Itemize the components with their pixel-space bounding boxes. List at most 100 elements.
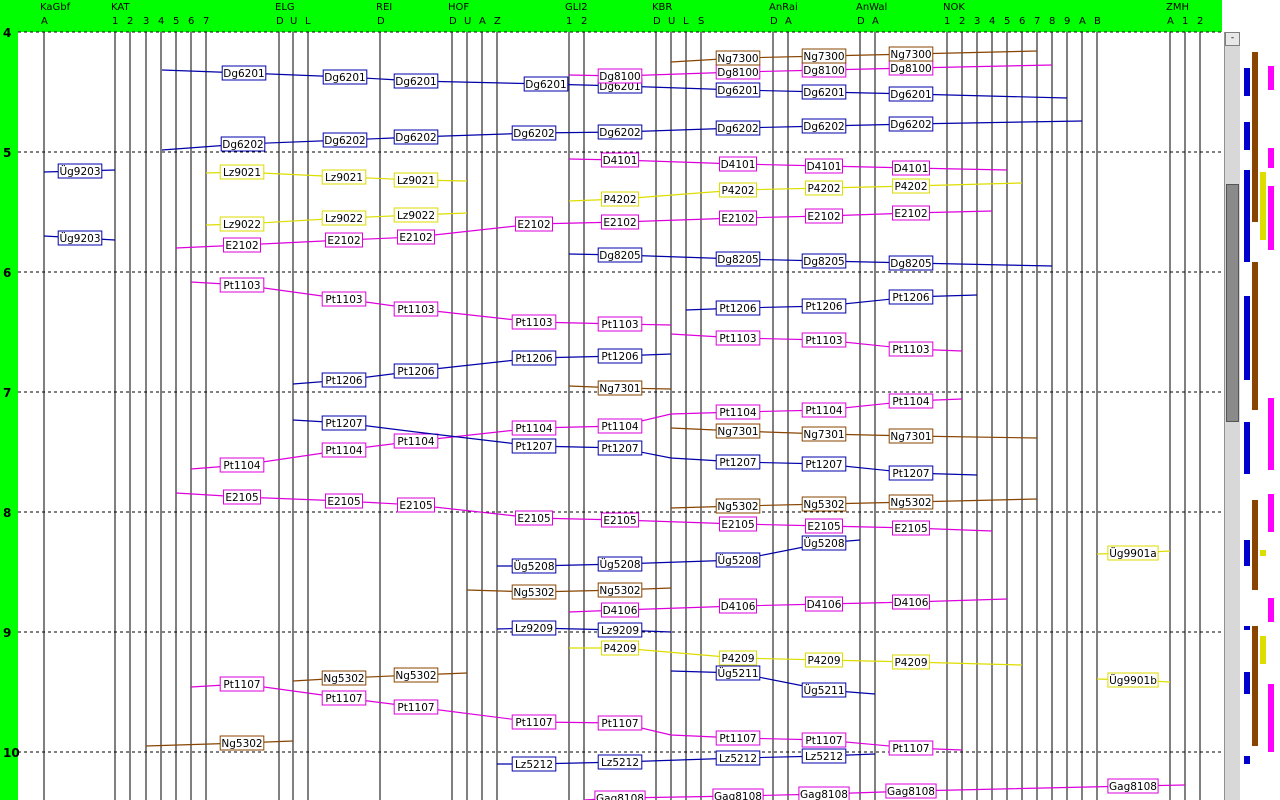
train-label-box[interactable] — [801, 456, 847, 472]
train-label-box[interactable] — [715, 300, 761, 316]
train-path[interactable]: Dg6201 Dg6201 Dg6201 Dg6201 Dg6201 Dg6201 Dg62… — [161, 65, 1068, 102]
train-path[interactable]: Üg9203 — [43, 163, 116, 179]
train-label-box[interactable] — [597, 68, 643, 84]
train-label-box[interactable] — [511, 350, 557, 366]
train-number[interactable]: Pt1206 — [397, 366, 434, 378]
train-label-box[interactable] — [397, 229, 435, 245]
train-label-box[interactable] — [393, 433, 439, 449]
train-path[interactable]: Lz9022 Lz9022 Lz9022 — [205, 207, 468, 232]
train-number[interactable]: Pt1104 — [892, 396, 929, 408]
train-number[interactable]: Dg8205 — [717, 254, 758, 266]
train-number[interactable]: Gag8108 — [714, 791, 762, 800]
train-label-box[interactable] — [1107, 778, 1159, 794]
train-path[interactable]: Üg9203 — [43, 230, 116, 246]
train-number[interactable]: Dg6202 — [599, 127, 640, 139]
train-number[interactable]: Dg6201 — [717, 85, 758, 97]
train-path[interactable]: Üg5208 Üg5208 Üg5208 Üg5208 — [497, 535, 861, 574]
train-path[interactable]: Pt1104 Pt1104 Pt1104 Pt1104 Pt1104 Pt1104 Pt11… — [190, 393, 963, 473]
train-label-box[interactable] — [888, 341, 934, 357]
train-label-box[interactable] — [715, 498, 761, 514]
train-label-box[interactable] — [523, 76, 569, 92]
train-label-box[interactable] — [597, 715, 643, 731]
train-label-box[interactable] — [801, 253, 847, 269]
train-number[interactable]: Pt1103 — [805, 335, 842, 347]
train-number[interactable]: Ng5302 — [803, 499, 844, 511]
train-number[interactable]: E2105 — [721, 519, 754, 531]
train-number[interactable]: Lz5212 — [719, 753, 757, 765]
train-label-box[interactable] — [885, 783, 937, 799]
train-number[interactable]: Ng5302 — [323, 673, 364, 685]
train-label-box[interactable] — [597, 582, 643, 598]
train-path[interactable]: P4209 P4209 P4209 P4209 — [569, 640, 1023, 670]
train-path[interactable]: Pt1107 Pt1107 Pt1107 Pt1107 Pt1107 Pt1107 Pt11… — [190, 676, 963, 756]
train-label-box[interactable] — [393, 301, 439, 317]
train-label-box[interactable] — [223, 489, 261, 505]
train-label-box[interactable] — [219, 216, 265, 232]
station-name-4[interactable]: HOF — [448, 2, 469, 13]
train-number[interactable]: Ng5302 — [717, 501, 758, 513]
train-number[interactable]: Pt1207 — [601, 443, 638, 455]
train-label-box[interactable] — [219, 457, 265, 473]
train-number[interactable]: Dg6201 — [599, 81, 640, 93]
train-number[interactable]: P4209 — [807, 655, 840, 667]
train-label-box[interactable] — [397, 497, 435, 513]
train-label-box[interactable] — [892, 160, 930, 176]
train-number[interactable]: Ng7301 — [717, 426, 758, 438]
train-label-box[interactable] — [801, 535, 847, 551]
train-label-box[interactable] — [801, 298, 847, 314]
train-number[interactable]: P4202 — [603, 194, 636, 206]
train-label-box[interactable] — [322, 69, 368, 85]
train-label-box[interactable] — [511, 558, 557, 574]
train-label-box[interactable] — [1107, 672, 1159, 688]
train-number[interactable]: Dg8100 — [717, 67, 758, 79]
train-number[interactable]: Pt1103 — [601, 319, 638, 331]
train-number[interactable]: Pt1104 — [397, 436, 434, 448]
train-label-box[interactable] — [321, 442, 367, 458]
train-number[interactable]: Dg6202 — [395, 132, 436, 144]
train-number[interactable]: P4209 — [894, 657, 927, 669]
train-path[interactable]: E2105 E2105 E2105 E2105 E2105 E2105 E2105 E2105 — [175, 489, 993, 536]
train-number[interactable]: Pt1104 — [515, 423, 552, 435]
train-label-box[interactable] — [220, 136, 266, 152]
train-label-box[interactable] — [715, 330, 761, 346]
train-label-box[interactable] — [597, 556, 643, 572]
train-path[interactable]: Ng5302 — [145, 735, 294, 751]
train-number[interactable]: Ng7300 — [890, 49, 931, 61]
train-label-box[interactable] — [325, 232, 363, 248]
train-label-box[interactable] — [597, 418, 643, 434]
train-label-box[interactable] — [888, 740, 934, 756]
train-label-box[interactable] — [511, 584, 557, 600]
train-number[interactable]: Dg8100 — [803, 65, 844, 77]
train-number[interactable]: Pt1107 — [719, 733, 756, 745]
train-label-box[interactable] — [888, 494, 934, 510]
train-label-box[interactable] — [801, 426, 847, 442]
train-number[interactable]: Üg9203 — [59, 232, 100, 245]
train-path[interactable]: Ng7300 Ng7300 Ng7300 — [670, 46, 1038, 66]
train-path[interactable]: Dg8100 Dg8100 Dg8100 Dg8100 — [568, 60, 1053, 84]
train-number[interactable]: Dg6201 — [395, 76, 436, 88]
train-number[interactable]: Lz9022 — [223, 219, 261, 231]
train-number[interactable]: Ng5302 — [221, 738, 262, 750]
train-label-box[interactable] — [511, 420, 557, 436]
station-name-6[interactable]: KBR — [652, 2, 672, 13]
train-label-box[interactable] — [511, 314, 557, 330]
train-label-box[interactable] — [219, 735, 265, 751]
train-label-box[interactable] — [719, 156, 757, 172]
train-number[interactable]: Lz9209 — [601, 625, 639, 637]
train-number[interactable]: Gag8108 — [596, 793, 644, 800]
train-label-box[interactable] — [393, 172, 439, 188]
train-number[interactable]: Pt1206 — [325, 375, 362, 387]
train-number[interactable]: Dg6202 — [513, 128, 554, 140]
train-label-box[interactable] — [805, 518, 843, 534]
train-label-box[interactable] — [715, 120, 761, 136]
train-number[interactable]: Üg5208 — [513, 560, 554, 573]
train-label-box[interactable] — [597, 440, 643, 456]
train-number[interactable]: Dg6201 — [223, 68, 264, 80]
train-label-box[interactable] — [601, 191, 639, 207]
train-label-box[interactable] — [719, 650, 757, 666]
train-label-box[interactable] — [888, 428, 934, 444]
train-label-box[interactable] — [601, 640, 639, 656]
train-number[interactable]: Dg6202 — [803, 121, 844, 133]
train-label-box[interactable] — [515, 510, 553, 526]
